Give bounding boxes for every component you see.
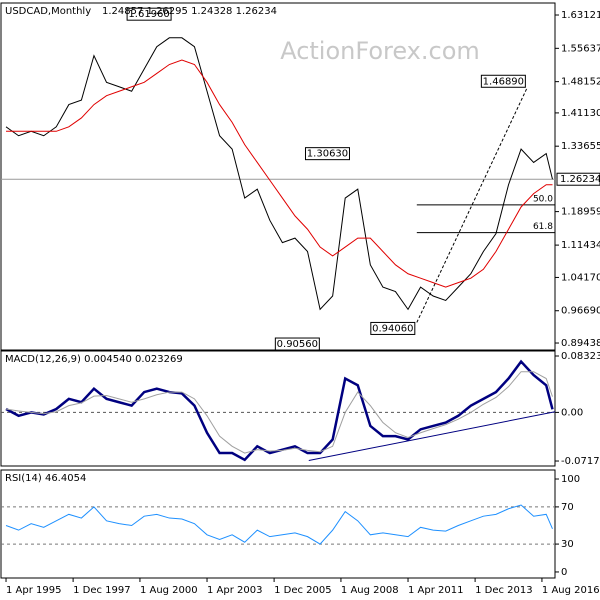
series-line [6, 59, 553, 288]
x-tick-label: 1 Dec 1997 [73, 585, 131, 596]
y-tick-label: 0.96690 [561, 306, 600, 317]
y-tick-label: 0.083235 [561, 351, 600, 362]
annotation-label: 1.30630 [307, 149, 348, 160]
y-tick-label: 1.63121 [561, 10, 600, 21]
x-tick-label: 1 Apr 2011 [408, 585, 463, 596]
x-tick-label: 1 Aug 2016 [542, 585, 600, 596]
y-tick-label: 1.48152 [561, 77, 600, 88]
y-tick-label: 1.04170 [561, 272, 600, 283]
panel-frame [0, 469, 556, 579]
y-tick-label: 70 [561, 502, 574, 513]
fib-label: 61.8 [533, 222, 553, 232]
swing-line [416, 87, 528, 323]
trendline [308, 411, 556, 462]
x-tick-label: 1 Dec 2013 [475, 585, 533, 596]
x-tick-label: 1 Aug 2008 [341, 585, 399, 596]
annotation-box [304, 147, 350, 161]
series-line [5, 37, 553, 311]
x-tick-label: 1 Aug 2000 [140, 585, 198, 596]
panel-title: MACD(12,26,9) 0.004540 0.023269 [5, 354, 183, 365]
series-line [5, 504, 553, 545]
y-tick-label: 1.18959 [561, 207, 600, 218]
y-tick-label: 1.33655 [561, 141, 600, 152]
series-line [5, 371, 553, 454]
series-line [5, 359, 554, 462]
y-tick-label: 0.89438 [561, 338, 600, 349]
y-tick-label: 30 [561, 539, 574, 550]
annotation-label: 1.46890 [483, 76, 524, 87]
fib-label: 50.0 [533, 194, 553, 204]
panel-subtitle: 1.24857 1.26295 1.24328 1.26234 [102, 6, 277, 17]
panel-title: USDCAD,Monthly [5, 6, 91, 17]
x-tick-label: 1 Apr 2003 [207, 585, 262, 596]
last-price-box [556, 172, 600, 186]
panel-frame [0, 350, 556, 467]
y-tick-label: 1.55637 [561, 43, 600, 54]
annotation-box [370, 321, 416, 335]
watermark: ActionForex.com [280, 37, 480, 65]
x-tick-label: 1 Apr 1995 [6, 585, 61, 596]
annotation-label: 0.90560 [277, 339, 318, 350]
annotation-label: 1.61960 [128, 9, 169, 20]
annotation-label: 0.94060 [372, 323, 413, 334]
annotation-box [480, 74, 526, 88]
y-tick-label: 1.41130 [561, 108, 600, 119]
x-tick-label: 1 Dec 2005 [274, 585, 332, 596]
y-tick-label: -0.071752 [561, 456, 600, 467]
y-tick-label: 1.11434 [561, 240, 600, 251]
annotation-box [274, 337, 320, 351]
last-price-label: 1.26234 [560, 174, 600, 185]
y-tick-label: 0 [561, 567, 567, 578]
y-tick-label: 0.00 [561, 407, 583, 418]
panel-title: RSI(14) 46.4054 [5, 473, 86, 484]
y-tick-label: 100 [561, 474, 580, 485]
annotation-box [126, 7, 172, 21]
